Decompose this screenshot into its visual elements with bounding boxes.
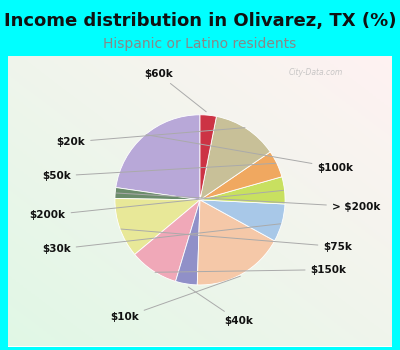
Wedge shape [176,200,200,285]
Wedge shape [197,200,274,285]
Wedge shape [116,115,200,200]
Text: $20k: $20k [56,128,245,147]
Text: Hispanic or Latino residents: Hispanic or Latino residents [103,37,297,51]
Text: Income distribution in Olivarez, TX (%): Income distribution in Olivarez, TX (%) [4,12,396,30]
Wedge shape [115,188,200,200]
Wedge shape [200,152,282,200]
Wedge shape [200,117,270,200]
Wedge shape [200,177,285,204]
Text: $50k: $50k [42,163,276,181]
Wedge shape [115,198,200,254]
Text: $40k: $40k [188,287,253,326]
Text: $150k: $150k [155,265,346,275]
Text: City-Data.com: City-Data.com [289,68,343,77]
Wedge shape [135,200,200,281]
Text: $200k: $200k [30,190,284,220]
Text: > $200k: > $200k [116,193,380,212]
Text: $30k: $30k [42,224,281,254]
Wedge shape [200,115,216,200]
Text: $60k: $60k [144,69,206,112]
Text: $75k: $75k [121,229,352,252]
Text: $100k: $100k [146,135,354,173]
Wedge shape [200,200,285,241]
Text: $10k: $10k [110,276,240,322]
